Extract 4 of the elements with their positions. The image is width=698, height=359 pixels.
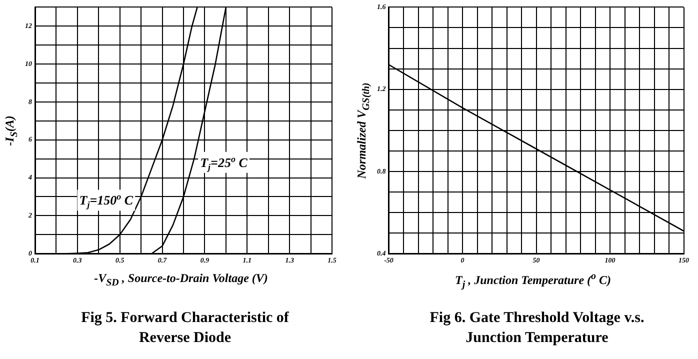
text: Fig 6. Gate Threshold Voltage v.s. Junction Temperature [428,309,646,348]
text: Fig 5. Forward Characteristic of Reverse Diode [80,309,290,348]
x-axis-title: T$_{j}$ , Junction Temperature ($^{o}$ C) [454,271,612,290]
x-axis-title: -V$_{SD}$ , Source-to-Drain Voltage (V) [93,271,269,288]
